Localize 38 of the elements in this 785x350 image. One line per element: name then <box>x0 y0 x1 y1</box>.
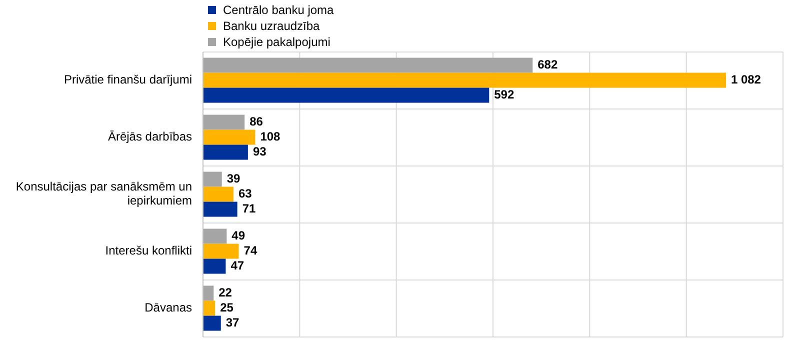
bar <box>203 88 490 103</box>
bar <box>203 172 222 187</box>
data-label: 49 <box>232 228 246 242</box>
bar <box>203 114 245 130</box>
bar <box>203 316 221 331</box>
y-tick-label: Konsultācijas par sanāksmēm un iepirkumiem <box>16 180 192 208</box>
data-label: 22 <box>218 285 232 300</box>
data-label: 63 <box>238 186 252 200</box>
bar <box>203 300 216 316</box>
data-label: 86 <box>250 114 264 128</box>
bar <box>203 202 238 217</box>
bar <box>203 258 226 274</box>
data-label: 93 <box>252 144 267 158</box>
bar <box>203 244 239 259</box>
bar <box>203 286 214 301</box>
data-label: 592 <box>494 87 514 102</box>
legend-label: Kopējie pakalpojumi <box>223 35 330 49</box>
bar <box>203 228 227 244</box>
data-label: 39 <box>226 171 241 186</box>
data-label: 25 <box>220 300 234 314</box>
y-tick-label: Dāvanas <box>144 300 192 315</box>
legend-label: Banku uzraudzība <box>223 19 320 33</box>
y-tick-label: Ārējās darbības <box>108 130 192 144</box>
bar <box>203 186 234 202</box>
data-label: 37 <box>226 315 240 330</box>
data-label: 1 082 <box>730 72 762 86</box>
y-tick-label: Privātie finanšu darījumi <box>64 72 192 87</box>
bar <box>203 144 248 160</box>
legend-label: Centrālo banku joma <box>223 3 334 17</box>
bar <box>203 58 533 73</box>
data-label: 74 <box>244 243 258 258</box>
data-label: 47 <box>230 258 244 272</box>
bar <box>203 72 726 88</box>
data-label: 71 <box>242 201 256 216</box>
data-label: 108 <box>260 129 281 144</box>
data-label: 682 <box>538 57 558 72</box>
y-tick-label: Interešu konflikti <box>105 244 192 258</box>
bar <box>203 130 256 145</box>
